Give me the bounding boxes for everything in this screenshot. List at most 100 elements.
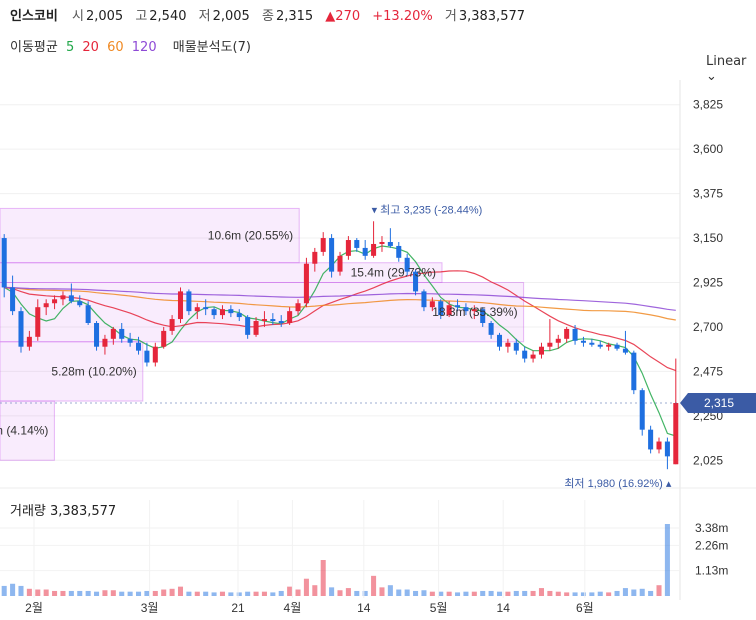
- candle: [631, 350, 637, 395]
- candle-body: [421, 291, 427, 308]
- candle-body: [102, 338, 108, 347]
- candle: [228, 305, 234, 318]
- candle: [673, 358, 679, 465]
- volume-bar: [211, 592, 217, 596]
- y-tick-label: 2,925: [693, 276, 723, 290]
- moving-average-label[interactable]: 이동평균: [10, 40, 58, 55]
- candle-body: [136, 342, 142, 351]
- ma-120[interactable]: 120: [131, 40, 157, 55]
- candle-body: [480, 309, 486, 323]
- low-label: 저: [198, 9, 211, 24]
- volume-bar: [396, 589, 402, 596]
- candle: [337, 251, 343, 276]
- candle: [371, 221, 377, 258]
- volume-bar: [18, 585, 24, 596]
- volume-bar: [94, 591, 100, 596]
- candle-body: [329, 238, 335, 272]
- candle-body: [564, 328, 570, 339]
- volume-label: 거: [444, 9, 457, 24]
- candle-body: [1, 238, 7, 288]
- candle: [119, 323, 125, 343]
- volume-bar: [270, 592, 276, 596]
- candle-body: [379, 242, 385, 244]
- volume-bar: [555, 591, 561, 596]
- candle: [236, 309, 242, 322]
- candle-body: [463, 307, 469, 312]
- candle: [303, 257, 309, 308]
- candle-body: [488, 323, 494, 335]
- candle-body: [177, 291, 184, 320]
- volume-bar: [463, 591, 469, 596]
- candle-body: [538, 346, 544, 355]
- candle-body: [94, 323, 100, 347]
- current-price-label: 2,315: [704, 396, 734, 410]
- candle: [203, 299, 209, 316]
- volume-bar: [77, 590, 83, 596]
- candle: [589, 338, 595, 347]
- candle: [404, 253, 410, 276]
- candle: [245, 315, 251, 339]
- y-tick-label: 2,025: [693, 453, 723, 467]
- volume-profile-label: 10.6m (20.55%): [208, 229, 293, 243]
- candle: [345, 236, 351, 260]
- ma-60[interactable]: 60: [107, 40, 124, 55]
- candle-body: [555, 338, 561, 343]
- volume-bar: [597, 591, 603, 596]
- volume-bar: [622, 588, 628, 596]
- candle-body: [219, 309, 225, 316]
- low-value: 2,005: [212, 9, 250, 24]
- volume-profile-bar: [0, 341, 144, 402]
- ma-5[interactable]: 5: [65, 40, 75, 55]
- candle: [52, 295, 58, 310]
- candle: [270, 313, 276, 325]
- volume-bar: [631, 589, 637, 596]
- candle: [387, 228, 393, 248]
- candle-body: [211, 309, 217, 316]
- candle-body: [455, 305, 461, 308]
- volume-bar: [52, 590, 58, 596]
- volume-bar: [228, 592, 234, 596]
- volume-profile-bar: [0, 400, 55, 461]
- volume-profile-label[interactable]: 매물분석도(7): [172, 40, 251, 55]
- volume-bar: [648, 590, 654, 596]
- candle-body: [152, 346, 158, 363]
- volume-bar: [43, 589, 49, 596]
- volume-bar: [429, 591, 435, 596]
- candle: [413, 269, 419, 296]
- candle: [35, 299, 41, 341]
- volume-bar: [329, 587, 335, 596]
- candle: [85, 301, 91, 325]
- volume-bar: [169, 588, 175, 596]
- ma-60-line: [4, 286, 676, 321]
- candle-body: [413, 271, 419, 292]
- candle: [639, 388, 645, 436]
- candle-body: [236, 313, 242, 318]
- x-tick-label: 3월: [141, 601, 159, 615]
- scale-toggle[interactable]: Linear ⌄: [706, 54, 756, 84]
- change-value: 270: [335, 9, 361, 24]
- candle: [261, 311, 267, 327]
- volume-bar: [295, 589, 301, 596]
- candle-body: [404, 257, 410, 272]
- candle-body: [43, 303, 49, 308]
- volume-bar: [261, 591, 267, 596]
- candle-body: [245, 317, 251, 335]
- volume-value: 3,383,577: [458, 9, 526, 24]
- candle-body: [194, 307, 200, 312]
- candle: [463, 303, 469, 316]
- candle: [169, 315, 175, 335]
- candle-body: [345, 240, 351, 256]
- candle-body: [396, 245, 402, 258]
- ma-20[interactable]: 20: [82, 40, 99, 55]
- volume-bar: [589, 592, 595, 596]
- volume-bar: [219, 591, 225, 596]
- candle-body: [656, 441, 662, 450]
- volume-bar: [488, 590, 494, 596]
- candle: [144, 342, 150, 367]
- change-percent: +13.20%: [372, 9, 433, 24]
- candle: [161, 326, 167, 349]
- stock-name: 인스코비: [10, 9, 58, 24]
- volume-bar: [664, 524, 670, 596]
- volume-bar: [639, 588, 645, 596]
